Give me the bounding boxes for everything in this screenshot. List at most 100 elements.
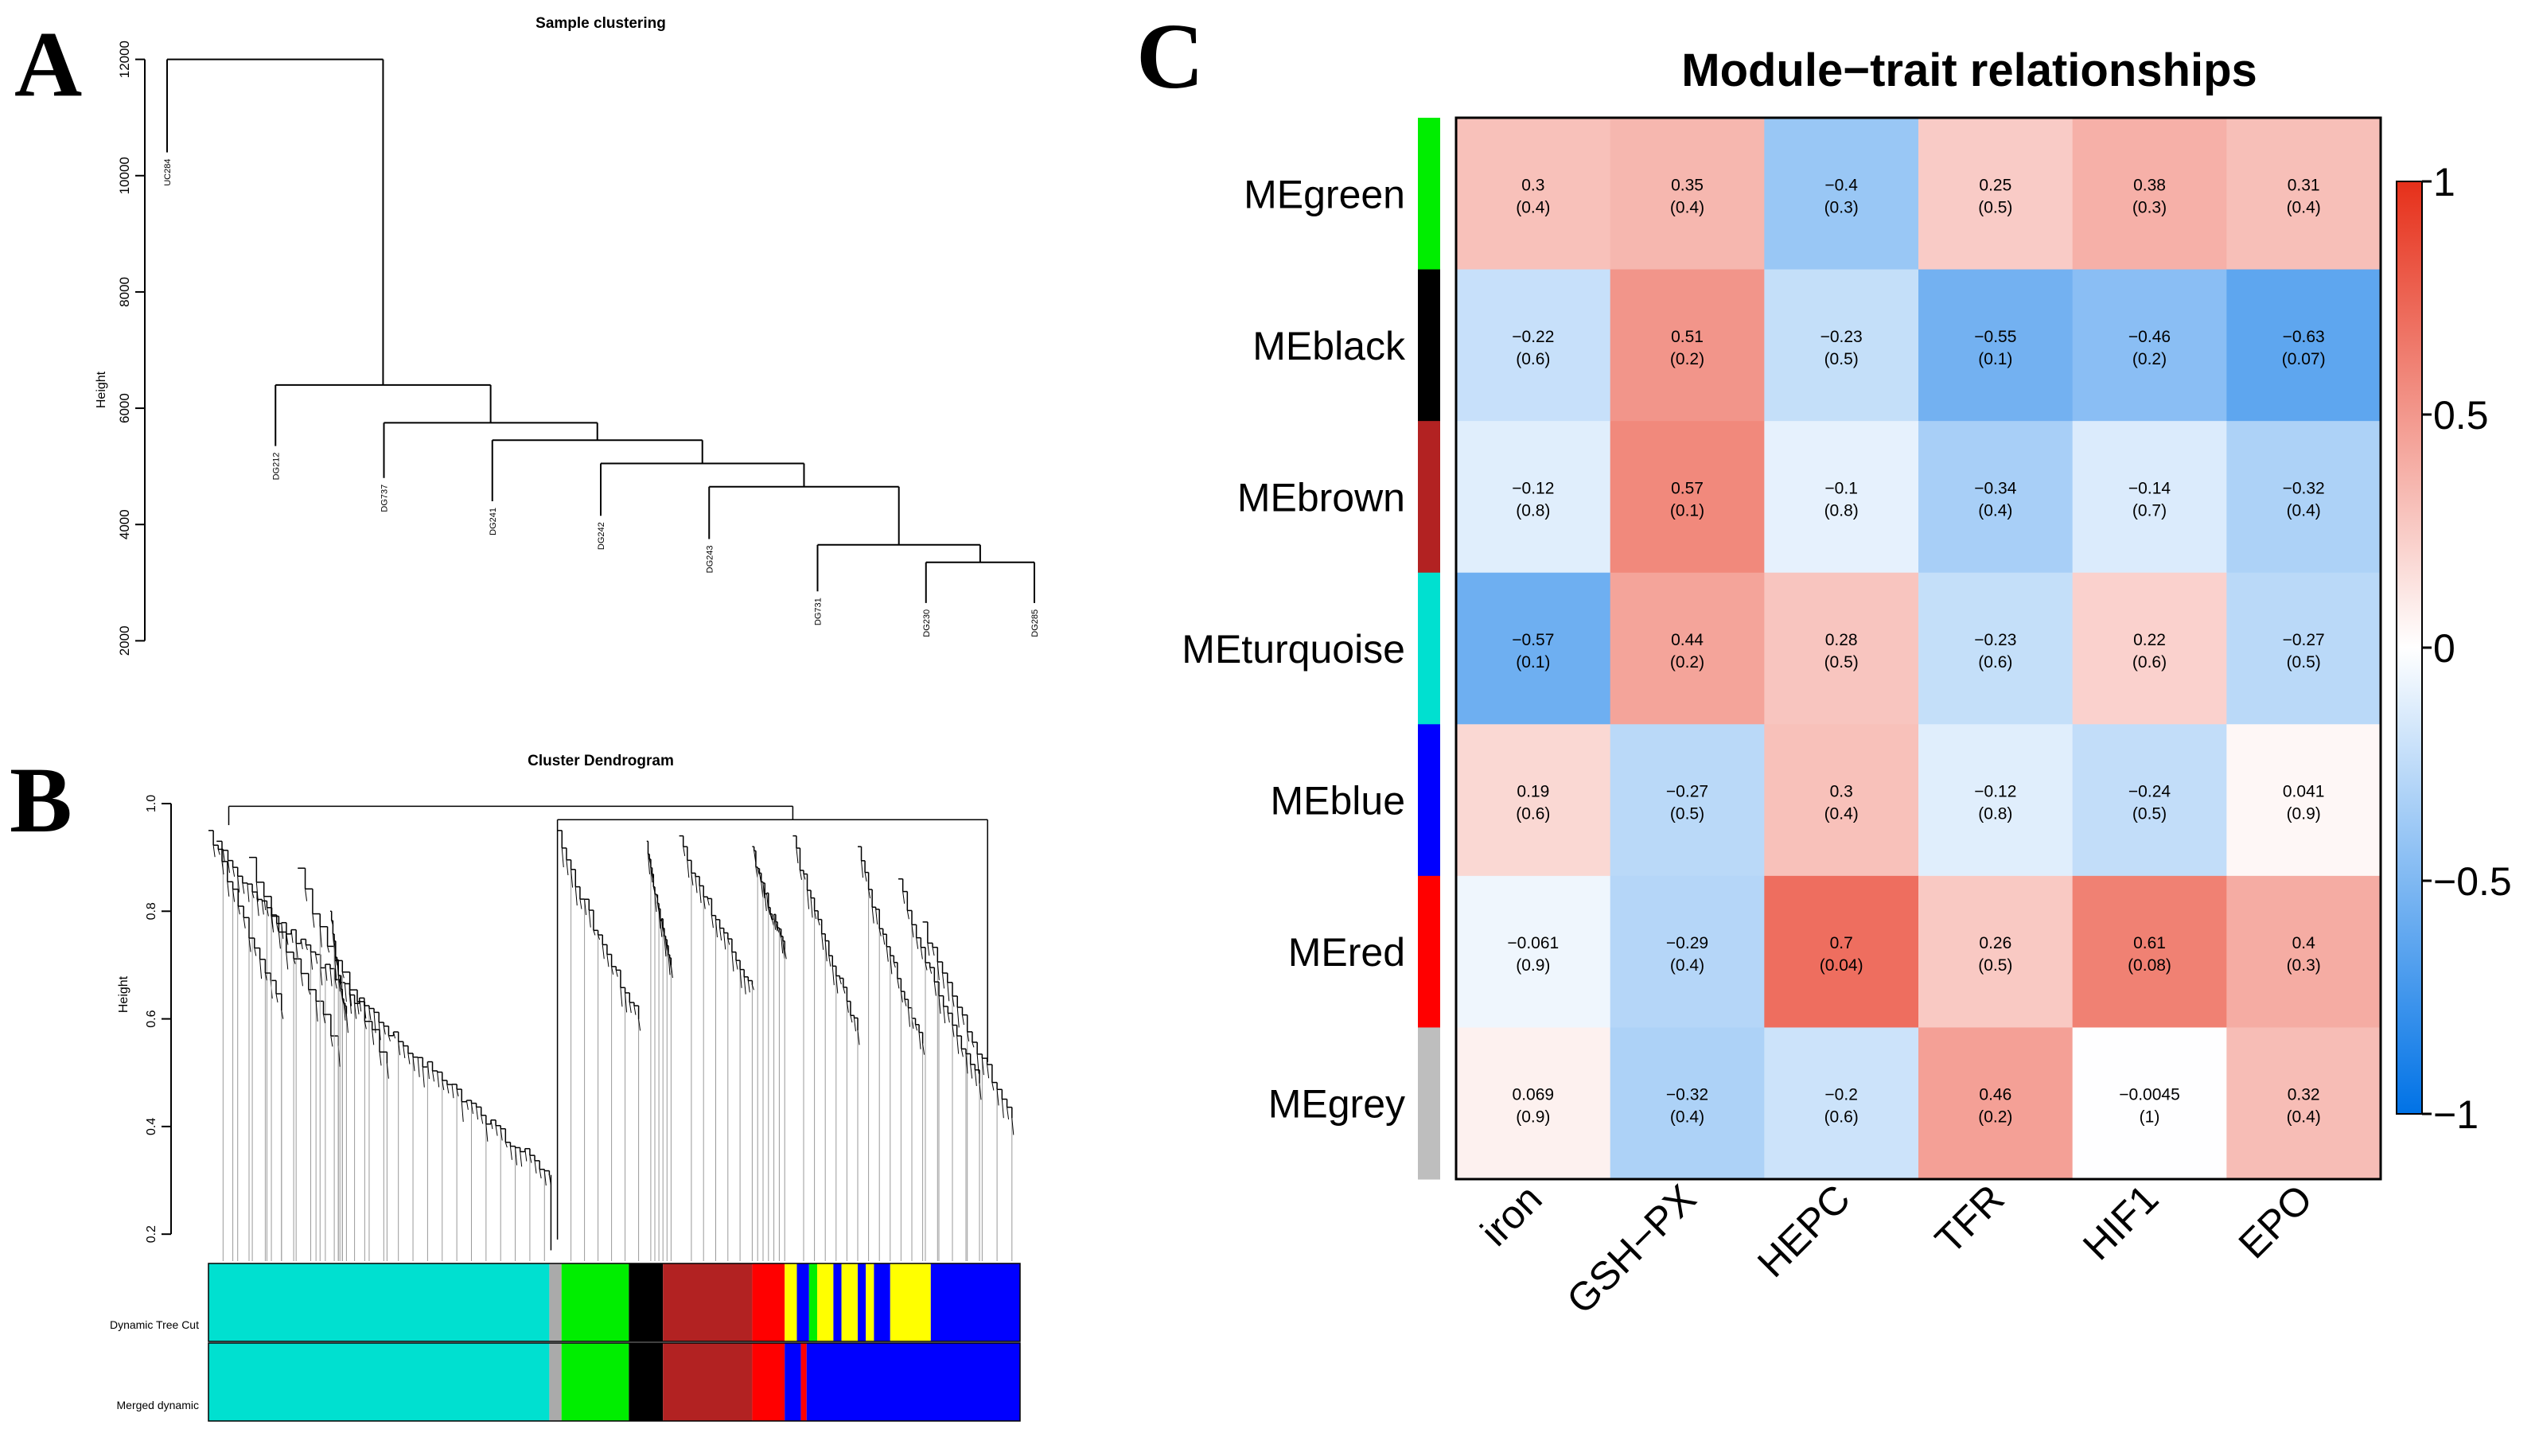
module-color-segment [752,1343,785,1421]
module-color-segment [208,1263,550,1341]
cell-pvalue-label: (0.7) [2132,501,2167,520]
heatmap-cell [2226,1027,2381,1180]
tree-area [208,804,1020,1261]
cell-correlation-label: −0.34 [1974,479,2016,497]
cell-pvalue-label: (0.4) [1978,501,2012,520]
cell-pvalue-label: (0.6) [1516,805,1550,823]
leaf-tick [312,913,315,928]
leaf-tick [345,1014,349,1034]
cell-pvalue-label: (0.04) [1820,956,1863,975]
leaf-tick [828,956,831,967]
heatmap-cell [1456,269,1611,422]
cell-correlation-label: −0.22 [1512,328,1554,346]
leaf-tick [974,1069,977,1086]
leaf-tick [882,934,886,945]
leaf-tick [335,956,338,966]
leaf-tick [509,1146,512,1160]
module-row-label: MEbrown [1237,475,1405,520]
heatmap-cell [1764,421,1919,574]
leaf-tick [500,1128,503,1141]
leaf-tick [739,969,742,988]
leaf-tick [598,934,601,940]
panel-c-letter: C [1136,4,1204,108]
leaf-tick [461,1101,464,1122]
leaf-tick [970,1064,973,1079]
leaf-tick [456,1088,459,1097]
module-color-segment [785,1263,797,1341]
leaf-tick [743,976,746,995]
heatmap-cell [2226,572,2381,725]
leaf-tick [256,899,259,917]
heatmap-cell [1610,572,1765,725]
leaf-label: DG242 [597,522,606,550]
leaf-tick [1007,1107,1010,1120]
heatmap-cell [1456,421,1611,574]
leaf-tick [300,973,303,987]
heatmap-cell [1918,572,2074,725]
module-color-segment [663,1263,753,1341]
cell-pvalue-label: (0.4) [1670,956,1704,975]
leaf-tick [387,1035,391,1041]
color-bar-frame [208,1342,1021,1422]
leaf-tick [900,991,903,1002]
heatmap-cell [1610,1027,1765,1180]
cell-pvalue-label: (0.8) [1516,501,1550,520]
y-tick-label: 0.2 [145,1225,158,1243]
y-tick-label: 12000 [117,41,132,78]
heatmap-cell [2226,118,2381,271]
leaf-tick [602,944,605,960]
leaf-tick [320,967,323,986]
leaf-tick [465,1100,469,1110]
leaf-tick [344,983,347,1002]
leaf-tick [243,917,246,928]
cell-correlation-label: −0.2 [1824,1086,1857,1104]
leaf-tick [281,922,284,939]
leaf-tick [799,870,802,880]
heatmap-cell [2072,724,2227,877]
leaf-tick [490,1119,493,1130]
leaf-tick [232,867,236,877]
leaf-tick [878,928,882,936]
leaf-tick [782,940,785,959]
leaf-tick [699,886,702,903]
leaf-tick [343,1002,346,1021]
leaf-tick [611,966,614,975]
cell-pvalue-label: (0.4) [1670,1108,1704,1127]
leaf-tick [529,1155,532,1163]
leaf-tick [227,860,230,874]
leaf-tick [248,937,251,952]
module-color-segment [549,1263,562,1341]
module-color-segment [874,1263,890,1341]
trait-column-labels: iron GSH−PX HEPC TFR HIF1 EPO [1472,1176,2321,1322]
module-color-segment [800,1343,807,1421]
module-color-segment [833,1263,842,1341]
cell-pvalue-label: (0.3) [2132,198,2167,216]
cell-correlation-label: −0.23 [1821,328,1863,346]
leaf-tick [485,1123,489,1142]
leaf-tick [341,971,345,979]
legend-bar [2396,181,2423,1115]
heatmap-title: Module−trait relationships [1681,45,2257,96]
leaf-tick [670,964,673,979]
leaf-tick [515,1147,518,1166]
leaf-tick [368,1008,372,1021]
heatmap-cell [1456,572,1611,725]
leaf-tick [868,889,871,899]
module-color-segment [866,1263,874,1341]
cell-pvalue-label: (0.3) [2287,956,2321,975]
leaf-tick [504,1142,508,1148]
leaf-tick [247,884,250,902]
cell-correlation-label: 0.61 [2133,934,2166,952]
leaf-tick [857,1030,860,1045]
module-color-segment [208,1343,550,1421]
leaf-tick [1001,1099,1004,1119]
heatmap-cell [1610,875,1765,1028]
leaf-tick [579,898,582,909]
cell-correlation-label: −0.4 [1824,176,1858,194]
cell-pvalue-label: (0.8) [1978,805,2012,823]
leaf-tick [893,962,896,968]
leaf-tick [629,1002,632,1014]
heatmap-cell [2226,875,2381,1028]
leaf-tick [846,1001,849,1013]
